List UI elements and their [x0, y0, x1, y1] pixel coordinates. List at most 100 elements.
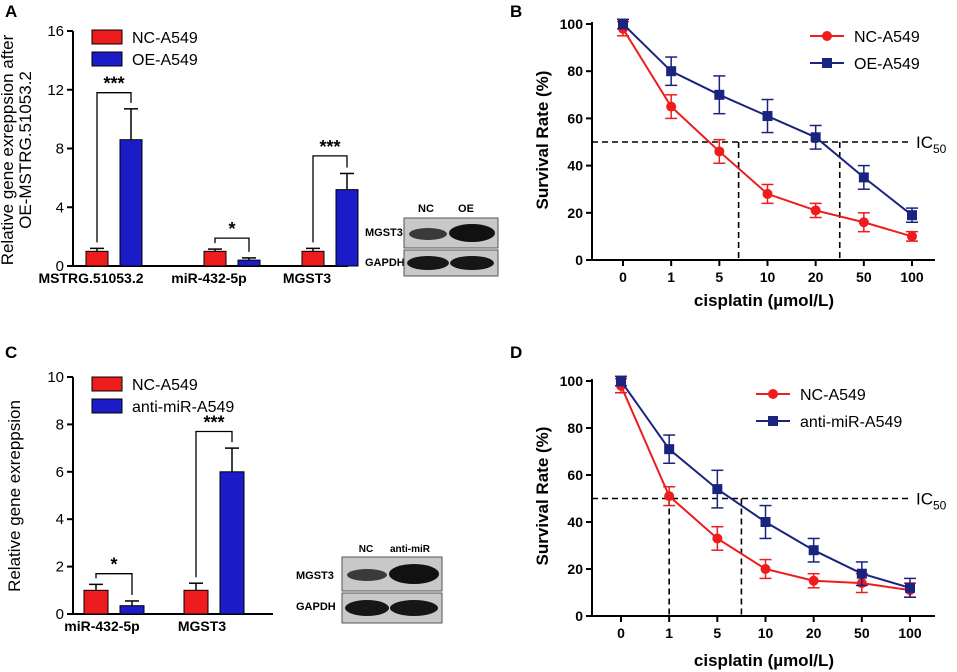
y-tick-label: 8 — [56, 416, 64, 433]
panel-b-ylabel: Survival Rate (%) — [533, 71, 552, 210]
data-point — [907, 210, 917, 221]
panel-b: B Survival Rate (%) cisplatin (µmol/L) 0… — [510, 2, 947, 310]
data-point — [856, 568, 867, 579]
x-tick-label: 1 — [665, 625, 673, 641]
data-point — [712, 533, 723, 544]
data-point — [714, 89, 725, 100]
data-point — [666, 101, 677, 112]
data-point — [810, 132, 821, 143]
x-tick-label: 10 — [758, 625, 774, 641]
x-tick-label: 10 — [760, 269, 776, 285]
panel-b-plot: 0 20 40 60 80 100 0 1 5 10 20 50 100 IC50 NC-A549 OE-A5… — [560, 16, 947, 285]
data-point — [808, 575, 819, 586]
y-tick-label: 4 — [56, 199, 64, 216]
panel-d-ylabel: Survival Rate (%) — [533, 427, 552, 566]
blot-a-row-mgst3: MGST3 — [365, 227, 403, 239]
data-point — [616, 376, 626, 386]
data-point — [618, 19, 628, 29]
legend-marker — [822, 58, 832, 68]
data-point — [762, 111, 773, 122]
legend-label: NC-A549 — [800, 387, 866, 404]
data-point — [714, 146, 725, 157]
y-tick-label: 40 — [567, 514, 583, 530]
blot-c-col-nc: NC — [359, 544, 373, 555]
panel-b-label: B — [510, 2, 522, 21]
legend-label: OE-A549 — [854, 56, 920, 73]
y-tick-label: 80 — [567, 420, 583, 436]
blot-a-gapdh-band-nc — [407, 256, 449, 270]
panel-c-western-blot: NC anti-miR MGST3 GAPDH — [296, 544, 443, 624]
bar-anti-mir-a549 — [119, 605, 145, 615]
data-point — [810, 205, 821, 216]
panel-c-label: C — [5, 343, 17, 362]
y-tick-label: 60 — [567, 467, 583, 483]
x-tick-label: 50 — [854, 625, 870, 641]
panel-a-ylabel-line1: Relative gene exreppsion after — [0, 34, 17, 265]
legend-label: NC-A549 — [854, 29, 920, 46]
y-tick-label: 10 — [47, 369, 64, 386]
panel-d-plot: 0 20 40 60 80 100 0 1 5 10 20 50 100 IC50 NC-A549 anti-… — [560, 373, 947, 641]
x-tick-label: 50 — [856, 269, 872, 285]
bar-nc-a549 — [83, 589, 109, 615]
ic50-label: IC50 — [916, 133, 947, 156]
y-tick-label: 0 — [56, 606, 64, 623]
blot-a-gapdh-band-oe — [450, 256, 494, 270]
panel-a-label: A — [5, 2, 17, 21]
bar-oe-a549 — [335, 189, 359, 267]
y-tick-label: 20 — [567, 561, 583, 577]
significance-stars: *** — [203, 413, 224, 433]
panel-a-ylabel-line2: OE-MSTRG.51053.2 — [16, 71, 35, 229]
panel-a-axes: 0 4 8 12 16 MSTRG.51053.2 miR-432-5p MGST3 — [38, 23, 348, 286]
x-category-label: MGST3 — [178, 618, 226, 634]
data-point — [907, 231, 917, 242]
bar-nc-a549 — [183, 589, 209, 615]
panel-d: D Survival Rate (%) cisplatin (µmol/L) 0… — [510, 343, 947, 670]
data-point — [666, 66, 677, 77]
blot-c-mgst3-band-nc — [347, 569, 387, 581]
x-tick-label: 100 — [900, 269, 924, 285]
bar-oe-a549 — [237, 259, 261, 267]
data-point — [858, 172, 869, 183]
panel-c-ylabel: Relative gene exreppsion — [5, 400, 24, 592]
blot-c-col-anti: anti-miR — [390, 544, 431, 555]
legend-marker — [768, 416, 778, 426]
blot-a-col-nc: NC — [418, 203, 434, 215]
significance-stars: *** — [319, 137, 340, 157]
y-tick-label: 0 — [575, 608, 583, 624]
y-tick-label: 40 — [567, 158, 583, 174]
y-tick-label: 4 — [56, 511, 64, 528]
x-tick-label: 1 — [667, 269, 675, 285]
bar-nc-a549 — [301, 250, 325, 267]
y-tick-label: 100 — [560, 373, 584, 389]
ic50-label: IC50 — [916, 490, 947, 513]
blot-a-row-gapdh: GAPDH — [365, 257, 405, 269]
x-category-label: miR-432-5p — [171, 270, 246, 286]
x-tick-label: 5 — [713, 625, 721, 641]
x-tick-label: 20 — [808, 269, 824, 285]
data-point — [664, 444, 675, 455]
data-point — [760, 517, 771, 527]
data-point — [808, 545, 819, 556]
data-point — [664, 491, 675, 502]
blot-a-mgst3-band-nc — [409, 228, 447, 240]
significance-bracket — [312, 155, 348, 243]
significance-stars: * — [228, 219, 235, 239]
x-tick-label: 0 — [617, 625, 625, 641]
x-tick-label: 0 — [619, 269, 627, 285]
y-tick-label: 0 — [575, 252, 583, 268]
panel-d-xlabel: cisplatin (µmol/L) — [694, 651, 834, 670]
y-tick-label: 2 — [56, 559, 64, 576]
y-tick-label: 60 — [567, 110, 583, 126]
legend-label: NC-A549 — [132, 377, 198, 394]
bar-anti-mir-a549 — [219, 471, 245, 615]
data-point — [762, 188, 773, 199]
y-tick-label: 8 — [56, 141, 64, 158]
significance-bracket — [96, 92, 132, 243]
x-category-label: miR-432-5p — [64, 618, 139, 634]
data-point — [760, 564, 771, 574]
y-tick-label: 0 — [56, 258, 64, 275]
legend-swatch-anti-mir-a549 — [91, 398, 123, 414]
data-point — [858, 217, 869, 228]
legend-label: OE-A549 — [132, 52, 198, 69]
